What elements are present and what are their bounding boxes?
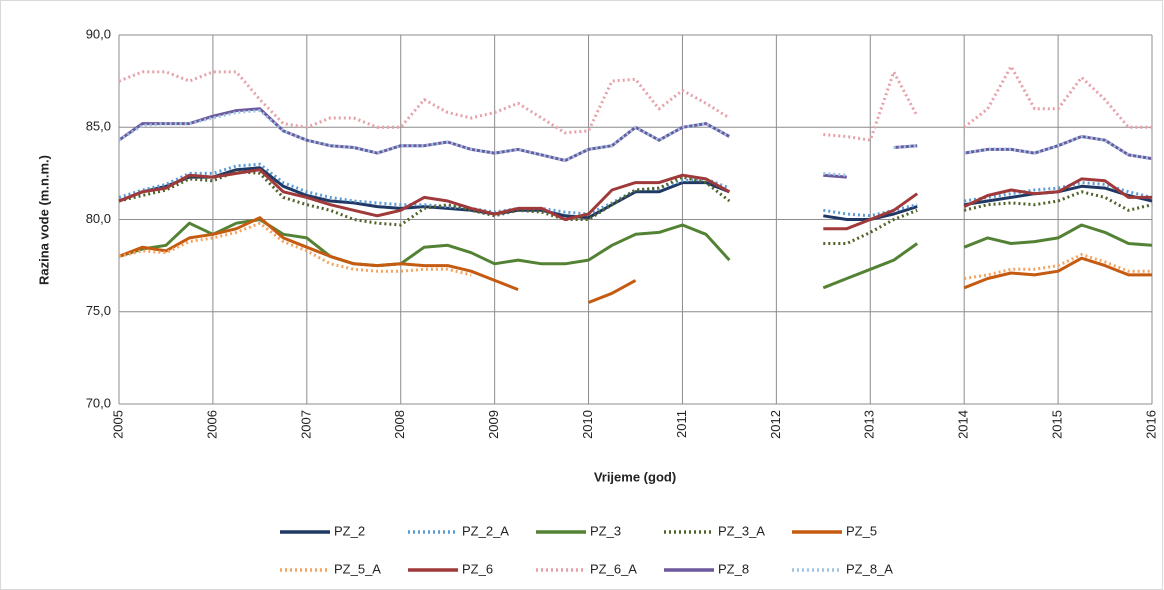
x-tick-label: 2005 — [110, 410, 125, 439]
series-line — [118, 64, 1152, 142]
series-line — [118, 107, 1153, 179]
y-tick-label: 90,0 — [86, 26, 111, 41]
y-tick-label: 75,0 — [86, 303, 111, 318]
legend-label: PZ_3 — [590, 523, 621, 538]
legend-label: PZ_5 — [846, 523, 877, 538]
legend-label: PZ_8 — [718, 561, 749, 576]
x-tick-label: 2016 — [1143, 410, 1158, 439]
x-tick-label: 2006 — [204, 410, 219, 439]
x-tick-label: 2007 — [298, 410, 313, 439]
x-tick-label: 2015 — [1050, 410, 1065, 439]
x-tick-label: 2011 — [674, 410, 689, 438]
legend-label: PZ_2 — [334, 523, 365, 538]
legend-label: PZ_5_A — [334, 561, 381, 576]
legend-label: PZ_6 — [462, 561, 493, 576]
legend-label: PZ_8_A — [846, 561, 893, 576]
x-tick-label: 2010 — [580, 410, 595, 439]
series-line — [118, 168, 1152, 231]
series-line — [118, 170, 1153, 245]
series-line — [118, 109, 1153, 177]
series-line — [118, 162, 1153, 218]
legend-label: PZ_3_A — [718, 523, 765, 538]
y-axis-title: Razina vode (m.n.m.) — [36, 155, 51, 285]
y-tick-label: 70,0 — [86, 395, 111, 410]
y-tick-label: 85,0 — [86, 119, 111, 134]
legend-label: PZ_2_A — [462, 523, 509, 538]
legend-label: PZ_6_A — [590, 561, 637, 576]
series-line — [118, 221, 1152, 280]
x-tick-label: 2009 — [486, 410, 501, 439]
x-axis-title: Vrijeme (god) — [594, 469, 676, 484]
x-tick-label: 2014 — [956, 410, 971, 439]
x-tick-label: 2013 — [862, 410, 877, 439]
x-tick-label: 2008 — [392, 410, 407, 439]
x-tick-label: 2012 — [768, 410, 783, 439]
y-tick-label: 80,0 — [86, 211, 111, 226]
series-line — [118, 216, 1152, 304]
series-line — [118, 218, 1153, 290]
